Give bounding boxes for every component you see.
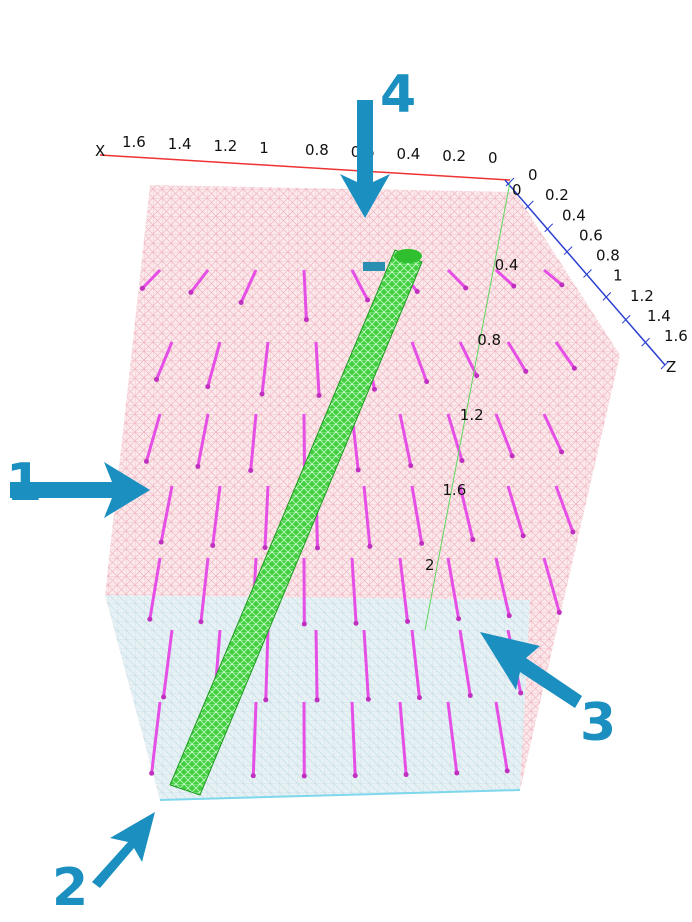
vector-head — [140, 286, 145, 291]
cylinder-top — [394, 249, 422, 263]
tick-label: 1 — [613, 267, 623, 285]
z-axis-label: Z — [666, 358, 676, 376]
vector-head — [505, 768, 510, 773]
x-axis-label: X — [95, 142, 105, 160]
vector-arrow — [316, 630, 317, 700]
tick-label: 1.2 — [460, 406, 484, 424]
vector-head — [304, 317, 309, 322]
annotation-number: 4 — [380, 65, 416, 125]
tick-label: 1.2 — [214, 137, 238, 155]
vector-head — [263, 697, 268, 702]
vector-head — [154, 377, 159, 382]
vector-head — [161, 695, 166, 700]
vector-head — [315, 545, 320, 550]
vector-head — [424, 379, 429, 384]
vector-head — [415, 289, 420, 294]
vector-head — [417, 695, 422, 700]
vector-head — [195, 464, 200, 469]
vector-head — [144, 459, 149, 464]
tick-label: 0.4 — [495, 256, 519, 274]
tick-label: 0.8 — [477, 331, 501, 349]
vector-head — [463, 285, 468, 290]
vector-head — [510, 453, 515, 458]
vector-head — [518, 690, 523, 695]
annotation-number: 3 — [580, 693, 616, 753]
vector-head — [454, 770, 459, 775]
tick-label: 0.4 — [562, 206, 586, 224]
vector-head — [302, 773, 307, 778]
page: X Z 1.61.41.210.80.60.40.2000.20.40.60.8… — [0, 0, 692, 922]
vector-head — [559, 282, 564, 287]
vector-head — [149, 771, 154, 776]
vector-head — [365, 297, 370, 302]
vector-head — [507, 613, 512, 618]
vector-head — [572, 366, 577, 371]
vector-head — [239, 300, 244, 305]
vector-head — [147, 617, 152, 622]
vector-head — [210, 543, 215, 548]
vector-head — [511, 284, 516, 289]
vector-head — [302, 621, 307, 626]
vector-head — [366, 697, 371, 702]
tick-label: 1.6 — [664, 327, 688, 345]
vector-head — [456, 616, 461, 621]
tick-label: 1.6 — [122, 133, 146, 151]
vector-head — [205, 384, 210, 389]
vector-head — [470, 537, 475, 542]
vector-head — [317, 393, 322, 398]
tick-label: 0.6 — [579, 226, 603, 244]
vector-head — [198, 619, 203, 624]
annotation-number: 2 — [52, 858, 88, 918]
vector-head — [404, 772, 409, 777]
vector-head — [356, 467, 361, 472]
tick-label: 1.4 — [168, 135, 192, 153]
vector-head — [557, 610, 562, 615]
vector-head — [260, 391, 265, 396]
vector-head — [419, 541, 424, 546]
tick-label: 1.4 — [647, 307, 671, 325]
vector-head — [459, 458, 464, 463]
vector-head — [315, 697, 320, 702]
vector-head — [559, 449, 564, 454]
tick-label: 2 — [425, 556, 435, 574]
tick-label: 0 — [488, 149, 498, 167]
vector-head — [521, 533, 526, 538]
vector-head — [251, 773, 256, 778]
vector-head — [408, 463, 413, 468]
mesh-box — [105, 185, 620, 800]
vector-head — [468, 693, 473, 698]
annotation-arrow — [92, 812, 155, 888]
tick-label: 0.2 — [545, 186, 569, 204]
tick-label: 0.8 — [305, 141, 329, 159]
tick-label: 0.2 — [442, 147, 466, 165]
scene: X Z 1.61.41.210.80.60.40.2000.20.40.60.8… — [0, 0, 692, 922]
vector-head — [262, 545, 267, 550]
tick-label: 0.8 — [596, 247, 620, 265]
vector-head — [159, 540, 164, 545]
tick-label: 1 — [259, 139, 269, 157]
vector-head — [188, 290, 193, 295]
vector-head — [570, 530, 575, 535]
vector-head — [474, 373, 479, 378]
tick-label: 0 — [512, 181, 522, 199]
vector-head — [523, 369, 528, 374]
vector-head — [354, 621, 359, 626]
vector-head — [353, 773, 358, 778]
tick-label: 0 — [528, 166, 538, 184]
tick-label: 1.2 — [630, 287, 654, 305]
tick-label: 1.6 — [442, 481, 466, 499]
vector-head — [248, 468, 253, 473]
tick-label: 0.4 — [397, 145, 421, 163]
marker — [363, 262, 385, 271]
vector-head — [367, 544, 372, 549]
annotation-number: 1 — [6, 453, 42, 513]
vector-head — [405, 619, 410, 624]
vector-head — [372, 387, 377, 392]
